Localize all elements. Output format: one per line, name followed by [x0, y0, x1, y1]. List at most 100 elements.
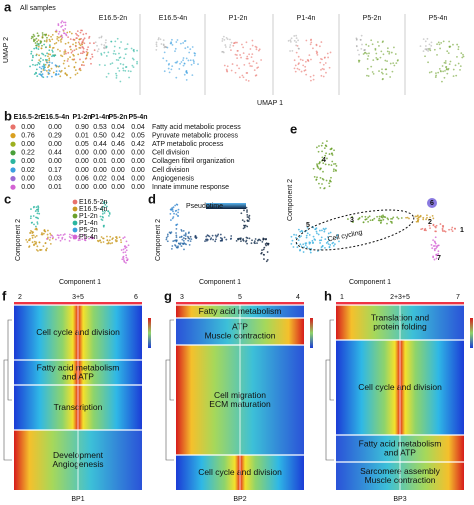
cell-dot: [296, 44, 299, 47]
cell-dot: [83, 37, 86, 40]
cell-dot: [378, 217, 381, 220]
table-term: ATP metabolic process: [152, 141, 224, 148]
cell-dot: [176, 39, 179, 41]
cell-dot: [433, 258, 436, 261]
cell-dot: [364, 218, 367, 221]
cell-dot: [35, 68, 38, 71]
cell-dot: [124, 48, 126, 51]
cell-dot: [239, 238, 242, 240]
cell-dot: [248, 53, 251, 56]
cell-dot: [241, 43, 243, 46]
cell-dot: [261, 240, 264, 243]
cell-dot: [31, 230, 34, 233]
table-cell: 0.17: [48, 167, 62, 174]
cell-dot: [68, 31, 71, 33]
cell-dot: [36, 245, 39, 248]
cell-dot: [318, 239, 321, 242]
cell-dot: [448, 228, 450, 231]
cell-dot: [331, 242, 334, 245]
cell-dot: [40, 47, 43, 50]
table-header: E16.5-2n: [14, 114, 43, 121]
cell-dot: [240, 240, 242, 243]
cell-dot: [245, 41, 248, 44]
cell-dot: [40, 67, 43, 70]
cell-dot: [69, 48, 72, 51]
cell-dot: [296, 246, 299, 249]
cell-dot: [386, 60, 388, 63]
cell-dot: [164, 46, 167, 48]
cell-dot: [38, 241, 41, 244]
cell-dot: [77, 235, 80, 238]
cell-dot: [328, 163, 330, 166]
cell-dot: [430, 41, 433, 44]
cell-dot: [305, 234, 308, 237]
cell-dot: [34, 242, 37, 245]
cell-dot: [302, 243, 305, 246]
cell-dot: [43, 40, 46, 42]
cell-dot: [55, 238, 57, 241]
table-cell: 0.44: [93, 141, 107, 148]
cell-dot: [97, 48, 100, 51]
cell-dot: [320, 246, 323, 249]
cell-dot: [315, 146, 318, 149]
cluster-label: 2+3+5: [390, 294, 410, 301]
table-cell: 0.90: [75, 124, 89, 131]
cell-dot: [372, 59, 375, 62]
axis-label: UMAP 2: [3, 37, 10, 63]
cell-dot: [41, 44, 43, 47]
cell-dot: [258, 48, 261, 51]
cell-dot: [461, 56, 464, 59]
state-label: 5: [306, 222, 310, 229]
cell-dot: [182, 42, 185, 44]
cell-dot: [328, 153, 331, 155]
cell-dot: [52, 71, 55, 74]
cell-dot: [225, 238, 228, 241]
cluster-label: 3: [180, 294, 184, 301]
cell-dot: [74, 73, 77, 76]
cell-dot: [78, 237, 80, 240]
cell-dot: [166, 240, 169, 243]
cell-dot: [363, 49, 366, 52]
table-cell: 0.02: [21, 167, 35, 174]
cell-dot: [39, 248, 42, 251]
cell-dot: [300, 235, 302, 237]
cell-dot: [47, 53, 50, 55]
cell-dot: [448, 63, 451, 66]
cell-dot: [42, 232, 45, 235]
cell-dot: [103, 44, 106, 47]
subtitle: E16.5-2n: [99, 15, 128, 22]
table-cell: 0.00: [21, 184, 35, 191]
cell-dot: [32, 33, 35, 36]
cell-dot: [42, 69, 45, 71]
table-cell: 0.00: [131, 184, 145, 191]
cell-dot: [124, 247, 127, 249]
cell-dot: [326, 52, 329, 55]
cell-dot: [289, 40, 292, 43]
cell-dot: [51, 49, 54, 52]
legend-title: Pseudotime: [186, 203, 223, 210]
cell-dot: [250, 56, 253, 59]
cell-dot: [249, 48, 252, 50]
cell-dot: [355, 45, 358, 48]
cell-dot: [433, 248, 436, 250]
cell-dot: [316, 232, 318, 235]
cell-dot: [364, 48, 366, 51]
cell-dot: [320, 239, 323, 242]
cell-dot: [125, 261, 127, 264]
axis-label: Component 2: [15, 219, 22, 261]
cell-dot: [415, 220, 418, 223]
cell-dot: [163, 51, 166, 54]
cell-dot: [214, 238, 217, 241]
table-cell: 0.76: [21, 132, 35, 139]
cell-dot: [169, 212, 172, 215]
cell-dot: [296, 67, 299, 70]
cell-dot: [328, 246, 331, 249]
cell-dot: [300, 245, 303, 248]
row-dot: [10, 150, 16, 156]
row-dot: [10, 124, 16, 130]
cell-dot: [49, 242, 52, 245]
cell-dot: [84, 236, 86, 239]
cell-dot: [125, 254, 128, 257]
cell-dot: [100, 208, 103, 210]
table-term: Collagen fibril organization: [152, 158, 235, 165]
